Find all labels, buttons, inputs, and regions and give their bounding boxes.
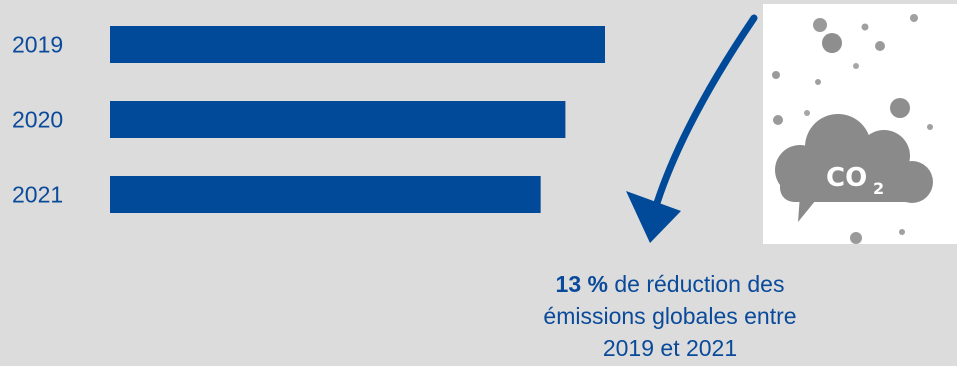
reduction-annotation: 13 % de réduction des émissions globales…	[470, 268, 870, 364]
category-label-2021: 2021	[12, 182, 63, 208]
curved-arrow-icon	[626, 14, 758, 243]
annotation-line-3: 2019 et 2021	[602, 335, 738, 361]
bar-2020	[110, 101, 566, 138]
category-label-2019: 2019	[12, 32, 63, 58]
co2-cloud-icon: CO 2	[763, 4, 957, 244]
category-label-2020: 2020	[12, 107, 63, 133]
category-labels: 2019 2020 2021	[12, 32, 63, 208]
reduction-value: 13 %	[555, 271, 608, 297]
bars-layer	[110, 26, 605, 213]
co2-label: CO	[826, 163, 867, 193]
bar-2019	[110, 26, 605, 63]
annotation-line-1: de réduction des	[614, 271, 785, 297]
annotation-line-2: émissions globales entre	[543, 303, 797, 329]
co2-subscript: 2	[873, 179, 884, 198]
bar-2021	[110, 176, 541, 213]
